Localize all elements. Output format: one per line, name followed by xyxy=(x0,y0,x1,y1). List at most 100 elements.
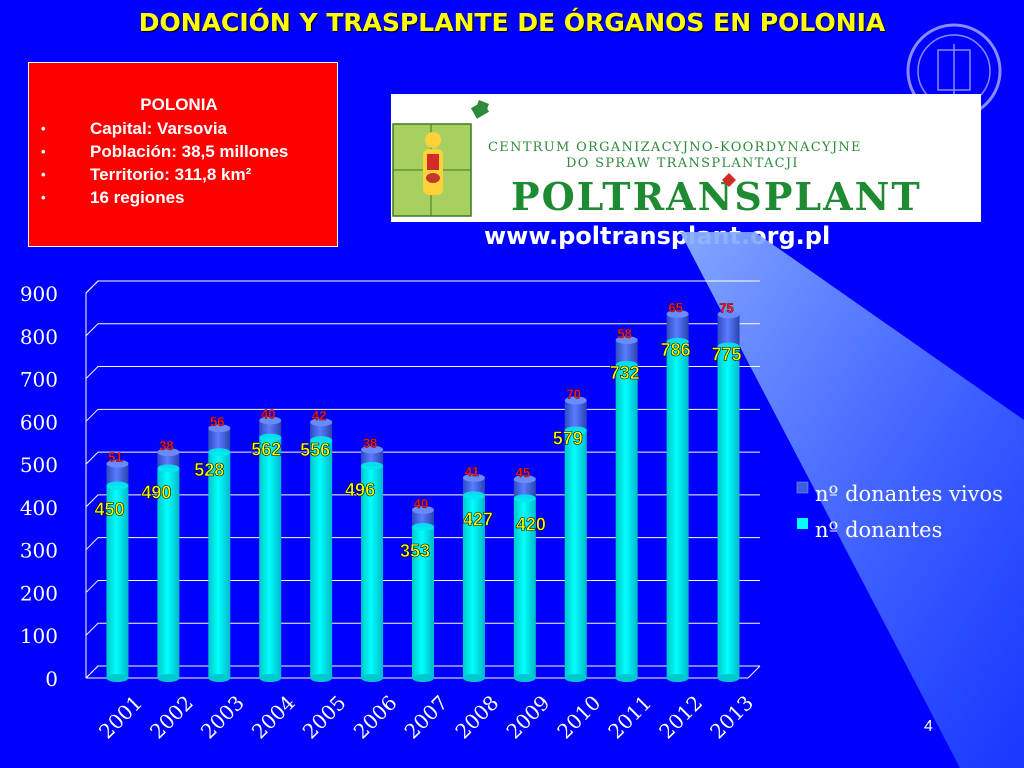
bar-top xyxy=(615,336,638,345)
logo-line-1: CENTRUM ORGANIZACYJNO-KOORDYNACYJNE xyxy=(488,140,862,155)
legend-label-vivos: nº donantes vivos xyxy=(815,482,1003,506)
y-tick-label: 800 xyxy=(20,325,58,349)
x-tick-label: 2007 xyxy=(400,691,453,744)
bar-joint xyxy=(310,436,333,445)
bar-group-2012: 65 786 xyxy=(660,300,691,682)
bar-donantes xyxy=(259,437,282,678)
bars: 51 450 38 490 56 528 40 562 42 556 38 496 40 353 41 427… xyxy=(94,300,742,682)
bar-top xyxy=(157,448,180,457)
legend-swatch-vivos xyxy=(796,481,809,494)
bar-vivos xyxy=(310,422,333,441)
data-label-vivos: 75 xyxy=(719,300,733,315)
legend: nº donantes vivos nº donantes xyxy=(796,481,1003,542)
x-tick-label: 2002 xyxy=(145,691,198,744)
bar-vivos xyxy=(412,509,434,527)
bar-donantes xyxy=(361,465,384,678)
bar-top xyxy=(208,424,231,433)
data-label-donantes: 786 xyxy=(661,340,691,360)
x-axis-ticks: 2001200220032004200520062007200820092010… xyxy=(94,691,758,744)
y-tick-label: 100 xyxy=(20,624,58,648)
bar-top xyxy=(412,505,434,514)
bar-joint xyxy=(412,522,434,531)
slide-title-text: DONACIÓN Y TRASPLANTE DE ÓRGANOS EN POLO… xyxy=(138,8,886,37)
bar-donantes xyxy=(106,485,129,678)
x-tick-label: 2009 xyxy=(501,691,554,744)
bar-vivos xyxy=(361,449,384,466)
x-tick-label: 2010 xyxy=(552,691,605,744)
puzzle-body-icon xyxy=(392,100,490,217)
data-label-vivos: 38 xyxy=(159,438,173,453)
gridline xyxy=(85,323,760,337)
legend-label-donantes: nº donantes xyxy=(815,518,942,542)
bar-donantes xyxy=(462,495,485,678)
bar-donantes xyxy=(564,430,587,678)
bar-top xyxy=(564,396,587,405)
data-label-donantes: 556 xyxy=(300,440,330,460)
data-label-donantes: 353 xyxy=(400,541,430,561)
bar-base xyxy=(310,674,333,682)
bar-group-2003: 56 528 xyxy=(194,414,231,682)
bar-group-2004: 40 562 xyxy=(251,406,282,682)
y-tick-label: 0 xyxy=(45,667,58,691)
data-label-vivos: 70 xyxy=(567,386,581,401)
info-item-territory: Territorio: 311,8 km² xyxy=(29,163,337,186)
bar-base xyxy=(462,674,485,682)
back-floor-line xyxy=(85,665,760,679)
gridline xyxy=(85,280,760,294)
slide-title: DONACIÓN Y TRASPLANTE DE ÓRGANOS EN POLO… xyxy=(0,8,1024,37)
bar-vivos xyxy=(666,313,689,342)
bar-vivos xyxy=(259,420,282,438)
info-heading: POLONIA xyxy=(140,95,218,114)
bar-group-2001: 51 450 xyxy=(94,449,129,682)
data-label-donantes: 450 xyxy=(94,500,124,520)
info-item-regions: 16 regiones xyxy=(29,186,337,209)
bar-group-2005: 42 556 xyxy=(300,408,333,682)
y-tick-label: 600 xyxy=(20,410,58,434)
bar-donantes xyxy=(666,341,689,678)
bar-vivos xyxy=(208,428,231,453)
data-label-donantes: 732 xyxy=(610,363,640,383)
info-list: Capital: Varsovia Población: 38,5 millon… xyxy=(29,117,337,209)
bar-top xyxy=(361,445,384,454)
bar-joint xyxy=(157,464,180,473)
bar-group-2002: 38 490 xyxy=(141,438,180,682)
x-tick-label: 2005 xyxy=(298,691,351,744)
bar-base xyxy=(412,674,434,682)
bar-donantes xyxy=(717,346,740,678)
bar-donantes xyxy=(412,526,434,678)
bar-vivos xyxy=(564,400,587,431)
country-info-box: POLONIA Capital: Varsovia Población: 38,… xyxy=(28,62,338,247)
bar-donantes xyxy=(157,468,180,678)
bar-group-2011: 58 732 xyxy=(609,326,640,682)
x-tick-label: 2006 xyxy=(349,691,402,744)
data-label-vivos: 38 xyxy=(363,436,377,451)
legend-swatch-donantes xyxy=(797,518,808,529)
bar-donantes xyxy=(615,364,638,678)
bar-top xyxy=(106,459,129,468)
info-item-capital: Capital: Varsovia xyxy=(29,117,337,140)
bar-base xyxy=(259,674,282,682)
bar-joint xyxy=(717,342,740,351)
bar-base xyxy=(208,674,231,682)
gridline xyxy=(85,494,760,508)
y-axis-line xyxy=(85,280,99,678)
x-tick-label: 2008 xyxy=(450,691,503,744)
info-item-population: Población: 38,5 millones xyxy=(29,140,337,163)
bar-joint xyxy=(615,360,638,369)
data-label-vivos: 65 xyxy=(668,300,682,315)
bar-base xyxy=(564,674,587,682)
bar-base xyxy=(513,674,536,682)
x-tick-label: 2004 xyxy=(247,691,300,744)
bar-top xyxy=(310,418,333,427)
bar-vivos xyxy=(513,479,536,499)
bar-joint xyxy=(462,491,485,500)
bar-joint xyxy=(513,494,536,503)
bar-base xyxy=(361,674,384,682)
bar-donantes xyxy=(208,452,231,678)
floor-edge xyxy=(747,665,761,679)
bar-top xyxy=(666,309,689,318)
y-tick-label: 200 xyxy=(20,581,58,605)
bar-base xyxy=(717,674,740,682)
bar-donantes xyxy=(513,498,536,678)
data-label-vivos: 42 xyxy=(312,408,326,423)
